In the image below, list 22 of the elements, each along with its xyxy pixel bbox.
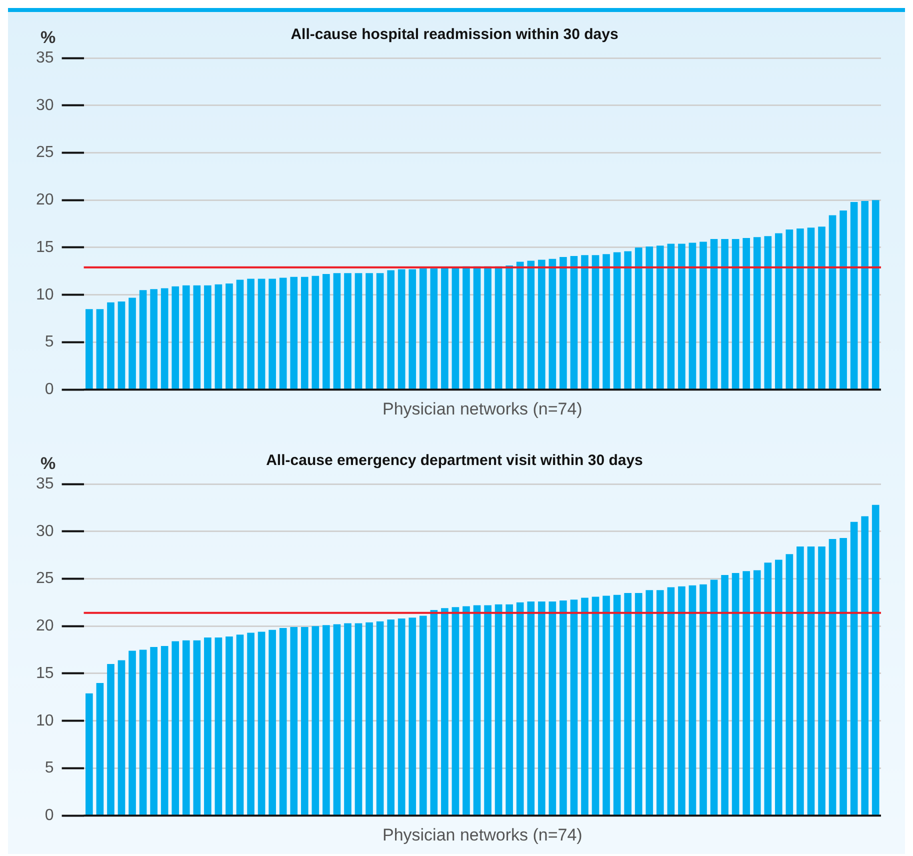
y-axis-title: % bbox=[40, 28, 56, 47]
chart-title: All-cause hospital readmission within 30 days bbox=[290, 26, 618, 44]
y-axis-title: % bbox=[40, 454, 56, 473]
y-tick-label: 10 bbox=[36, 712, 54, 730]
chart-title: All-cause emergency department visit within 30 days bbox=[266, 452, 643, 470]
x-axis-title: Physician networks (n=74) bbox=[382, 825, 582, 844]
y-tick-label: 0 bbox=[44, 807, 54, 824]
y-tick-label: 25 bbox=[36, 144, 54, 162]
y-tick-label: 20 bbox=[36, 618, 54, 635]
y-tick-label: 25 bbox=[36, 570, 54, 588]
y-tick-label: 35 bbox=[36, 49, 54, 66]
y-tick-label: 30 bbox=[36, 522, 54, 540]
y-tick-label: 30 bbox=[36, 96, 54, 114]
y-tick-label: 5 bbox=[44, 760, 54, 777]
y-tick-label: 20 bbox=[36, 192, 54, 209]
x-axis-title: Physician networks (n=74) bbox=[382, 399, 582, 418]
y-tick-label: 15 bbox=[36, 664, 54, 682]
y-tick-label: 15 bbox=[36, 238, 54, 256]
y-tick-label: 10 bbox=[36, 286, 54, 304]
y-tick-label: 35 bbox=[36, 475, 54, 492]
y-tick-label: 0 bbox=[44, 381, 54, 398]
y-tick-label: 5 bbox=[44, 334, 54, 351]
